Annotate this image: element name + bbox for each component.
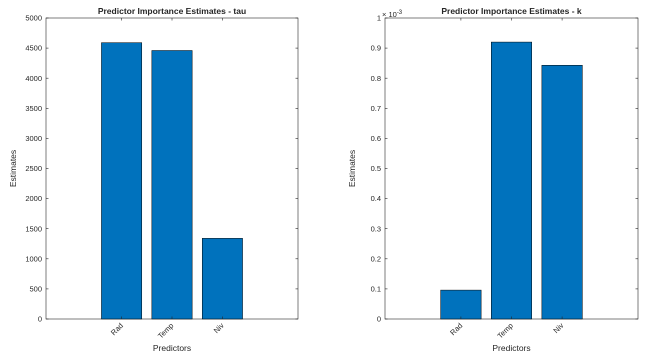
bar [101, 42, 143, 320]
bar [440, 289, 482, 320]
chart-title: Predictor Importance Estimates - tau [98, 6, 246, 16]
bar [541, 65, 583, 320]
chart-tau: 0 500 1000 1500 2000 2500 3000 3500 4000 4500 5000… [8, 6, 299, 353]
y-tick-label: 0.2 [371, 254, 381, 263]
y-tick-label: 0.8 [371, 74, 381, 83]
y-tick-label: 3000 [25, 134, 42, 143]
y-tick-label: 0.1 [371, 285, 381, 294]
x-tick-label: Niv [551, 321, 565, 335]
x-axis-label: Predictors [153, 343, 191, 353]
bar [201, 238, 243, 320]
y-tick-label: 0.5 [371, 164, 381, 173]
y-tick-label: 0.9 [371, 44, 381, 53]
chart-k: 0 0.1 0.2 0.3 0.4 0.5 0.6 0.7 0.8 0.9 1 Rad Temp Niv P… [347, 6, 639, 353]
y-tick-label: 0 [38, 315, 42, 324]
x-tick-label: Rad [448, 321, 464, 337]
y-tick-label: 0.7 [371, 104, 381, 113]
y-multiplier-exponent: -3 [397, 10, 403, 16]
y-axis-label: Estimates [8, 150, 18, 187]
bar [491, 41, 532, 320]
x-axis-label: Predictors [492, 343, 530, 353]
y-tick-label: 0 [377, 315, 381, 324]
y-tick-label: 0.6 [371, 134, 381, 143]
y-tick-label: 4000 [25, 74, 42, 83]
y-tick-label: 1 [377, 14, 381, 23]
y-tick-label: 500 [29, 285, 42, 294]
y-tick-label: 0.3 [371, 224, 381, 233]
y-axis-label: Estimates [347, 150, 357, 187]
x-tick-label: Rad [109, 321, 125, 337]
y-tick-label: 0.4 [371, 194, 381, 203]
y-multiplier: × 10-3 [382, 10, 403, 19]
y-multiplier-base: × 10 [382, 10, 397, 19]
bar [151, 50, 193, 320]
y-tick-label: 2500 [25, 164, 42, 173]
x-tick-label: Temp [496, 321, 515, 340]
x-tick-label: Temp [156, 321, 175, 340]
y-tick-label: 5000 [25, 14, 42, 23]
y-tick-label: 3500 [25, 104, 42, 113]
chart-title: Predictor Importance Estimates - k [441, 6, 582, 16]
y-tick-label: 4500 [25, 44, 42, 53]
y-tick-label: 1000 [25, 254, 42, 263]
y-tick-label: 1500 [25, 224, 42, 233]
y-tick-label: 2000 [25, 194, 42, 203]
x-tick-label: Niv [212, 321, 226, 335]
